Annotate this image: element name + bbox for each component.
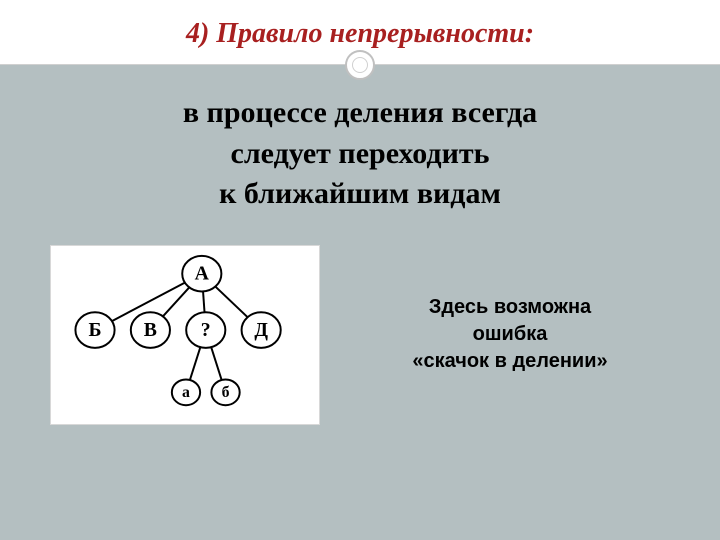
subtitle: в процессе деления всегда следует перехо…: [40, 93, 680, 215]
subtitle-line: в процессе деления всегда: [40, 93, 680, 134]
svg-text:Б: Б: [88, 319, 101, 341]
note-line: ошибка: [350, 321, 670, 348]
subtitle-line: к ближайшим видам: [40, 174, 680, 215]
svg-text:б: б: [222, 383, 230, 400]
note-line: Здесь возможна: [350, 294, 670, 321]
svg-text:?: ?: [201, 319, 211, 341]
subtitle-line: следует переходить: [40, 134, 680, 175]
svg-text:А: А: [195, 262, 210, 284]
content-row: А Б В? Да б Здесь возможна ошибка «скачок в …: [40, 245, 680, 425]
note-line: «скачок в делении»: [350, 348, 670, 375]
tree-diagram: А Б В? Да б: [50, 245, 320, 425]
ornament-circle-icon: [345, 50, 375, 80]
ornament-inner-circle-icon: [352, 57, 368, 73]
body: в процессе деления всегда следует перехо…: [0, 65, 720, 425]
page-title: 4) Правило непрерывности:: [0, 18, 720, 50]
svg-text:В: В: [144, 319, 157, 341]
svg-text:Д: Д: [254, 319, 268, 341]
note-text: Здесь возможна ошибка «скачок в делении»: [350, 294, 670, 375]
svg-text:а: а: [182, 383, 190, 400]
tree-svg: А Б В? Да б: [51, 246, 319, 424]
